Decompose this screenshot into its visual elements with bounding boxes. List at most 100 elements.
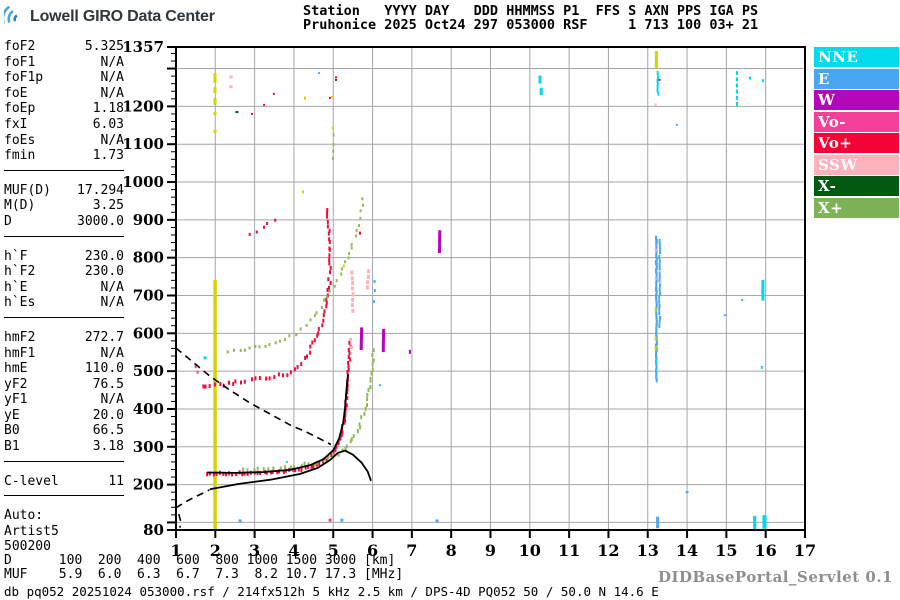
echo-legend: NNE E W Vo- Vo+ SSW X- X+ <box>814 47 899 219</box>
panel-separator <box>4 169 124 183</box>
param-label: yF2 <box>4 376 28 392</box>
param-row-fof2: foF2 5.325 <box>4 39 124 55</box>
svg-text:16: 16 <box>755 541 777 560</box>
svg-text:9: 9 <box>485 541 496 560</box>
param-label: hmF1 <box>4 345 36 361</box>
param-row-hf: h`F 230.0 <box>4 249 124 265</box>
param-row-fof1: foF1 N/A <box>4 55 124 71</box>
param-row-b0: B0 66.5 <box>4 423 124 439</box>
param-label: Auto: <box>4 508 44 524</box>
param-row-hes: h`Es N/A <box>4 295 124 311</box>
panel-separator <box>4 235 124 249</box>
profile-curves <box>175 347 372 528</box>
svg-text:700: 700 <box>133 286 164 304</box>
svg-text:8: 8 <box>446 541 457 560</box>
param-row-auto: Auto: <box>4 508 124 524</box>
muf-values-row: MUF 5.9 6.0 6.3 6.7 7.3 8.2 10.7 17.3 [M… <box>4 567 404 582</box>
param-value: 3.25 <box>92 198 124 214</box>
param-value: N/A <box>100 345 124 361</box>
param-value: 1.18 <box>92 101 124 117</box>
legend-item-vo: Vo- <box>814 111 899 132</box>
param-label: D <box>4 213 12 229</box>
param-label: foEs <box>4 132 36 148</box>
legend-item-nne: NNE <box>814 47 899 67</box>
param-row-foe: foE N/A <box>4 86 124 102</box>
param-value: 272.7 <box>84 329 124 345</box>
param-value: 230.0 <box>84 264 124 280</box>
param-label: yE <box>4 407 20 423</box>
param-row-hme: hmE 110.0 <box>4 361 124 377</box>
svg-text:11: 11 <box>558 541 580 560</box>
param-value: 230.0 <box>84 248 124 264</box>
param-row-fof1p: foF1p N/A <box>4 70 124 86</box>
svg-text:900: 900 <box>133 211 164 229</box>
param-row-artist5: Artist5 <box>4 524 124 540</box>
param-row-he: h`E N/A <box>4 280 124 296</box>
svg-text:14: 14 <box>676 541 698 560</box>
svg-text:2: 2 <box>210 541 221 560</box>
param-row-hf2: h`F2 230.0 <box>4 264 124 280</box>
lowell-giro-logo: Lowell GIRO Data Center <box>4 4 215 30</box>
panel-separator <box>4 495 124 508</box>
param-row-hmf1: hmF1 N/A <box>4 346 124 362</box>
param-value: 1.73 <box>92 148 124 164</box>
param-label: fmin <box>4 148 36 164</box>
param-row-yf2: yF2 76.5 <box>4 377 124 393</box>
giro-wave-icon <box>4 5 18 25</box>
svg-text:1200: 1200 <box>122 97 164 115</box>
param-label: h`F2 <box>4 264 36 280</box>
svg-text:200: 200 <box>133 476 164 494</box>
muf-distance-row: D 100 200 400 600 800 1000 1500 3000 [km… <box>4 553 396 568</box>
param-value: 3000.0 <box>77 213 124 229</box>
param-value: N/A <box>100 295 124 311</box>
param-label: foF2 <box>4 39 36 54</box>
header-values-line: Pruhonice 2025 Oct24 297 053000 RSF 1 71… <box>303 17 759 33</box>
param-value: 76.5 <box>92 376 124 392</box>
plot-axes: 1 2 3 4 5 6 7 8 9 10 11 12 13 14 15 16 17135712001100100… <box>122 38 816 560</box>
svg-text:5: 5 <box>328 541 339 560</box>
param-value: 5.325 <box>84 39 124 54</box>
param-value: N/A <box>100 392 124 408</box>
measurement-status-line: db pq052 20251024 053000.rsf / 214fx512h… <box>4 584 659 599</box>
svg-text:600: 600 <box>133 324 164 342</box>
param-row-clevel: C-level 11 <box>4 474 124 490</box>
legend-item-x: X+ <box>814 197 899 218</box>
svg-text:12: 12 <box>597 541 619 560</box>
servlet-version-label: DIDBasePortal_Servlet 0.1 <box>657 568 893 586</box>
param-row-d: D 3000.0 <box>4 214 124 230</box>
param-label: foF1p <box>4 70 44 86</box>
param-value: N/A <box>100 279 124 295</box>
station-header: Station YYYY DAY DDD HHMMSS P1 FFS S AXN… <box>303 4 758 32</box>
panel-separator <box>4 460 124 474</box>
echo-data <box>194 51 767 530</box>
svg-text:800: 800 <box>133 249 164 267</box>
param-label: foEp <box>4 101 36 117</box>
param-row-fxi: fxI 6.03 <box>4 117 124 133</box>
parameter-panel: foF2 5.325 foF1 N/A foF1p N/A foE N/A foEp 1.18 fx… <box>4 39 124 555</box>
param-label: foE <box>4 85 28 101</box>
param-value: N/A <box>100 85 124 101</box>
param-label: B0 <box>4 423 20 439</box>
svg-text:10: 10 <box>519 541 541 560</box>
param-row-hmf2: hmF2 272.7 <box>4 330 124 346</box>
svg-text:17: 17 <box>794 541 816 560</box>
svg-text:13: 13 <box>637 541 659 560</box>
param-label: C-level <box>4 473 59 489</box>
param-label: h`Es <box>4 295 36 311</box>
svg-text:1357: 1357 <box>122 38 164 56</box>
legend-item-w: W <box>814 90 899 110</box>
logo-text: Lowell GIRO Data Center <box>30 8 215 25</box>
svg-text:400: 400 <box>133 400 164 418</box>
svg-text:1: 1 <box>170 541 181 560</box>
param-value: N/A <box>100 70 124 86</box>
svg-text:6: 6 <box>367 541 378 560</box>
param-value: 6.03 <box>92 116 124 132</box>
svg-text:3: 3 <box>249 541 260 560</box>
svg-text:15: 15 <box>715 541 737 560</box>
param-row-foep: foEp 1.18 <box>4 101 124 117</box>
legend-item-ssw: SSW <box>814 154 899 175</box>
legend-item-e: E <box>814 68 899 89</box>
param-value: 20.0 <box>92 407 124 423</box>
param-value: N/A <box>100 54 124 70</box>
param-label: foF1 <box>4 54 36 70</box>
